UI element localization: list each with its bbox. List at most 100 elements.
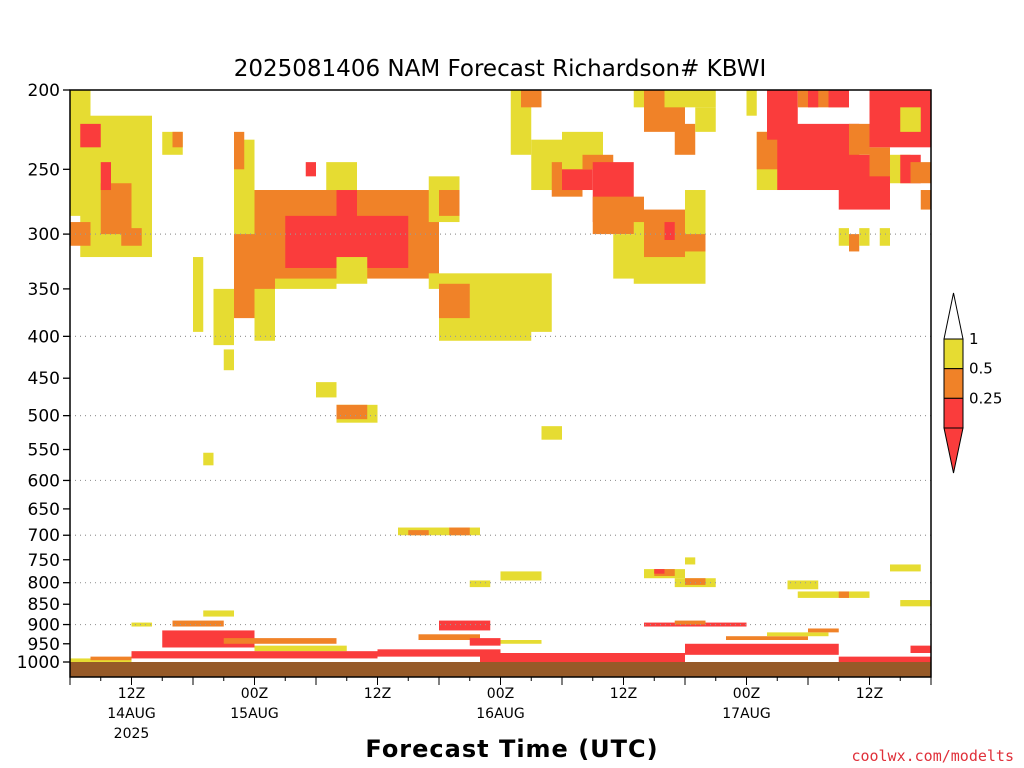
ri-cell-55 [808,90,819,108]
y-tick-label: 550 [28,441,60,461]
ri-cell-59 [869,147,890,177]
ri-cell-101 [469,638,501,646]
x-tick-label: 00Z [733,686,760,702]
ri-cell-82 [654,569,665,574]
ri-cell-16 [254,288,275,341]
ri-cell-48 [695,107,716,132]
ground-layer [70,662,931,677]
colorbar-under-arrow [943,427,964,474]
ri-cell-70 [316,382,337,398]
ri-cell-41 [664,222,675,240]
x-tick-label: 2025 [114,726,150,742]
colorbar: 1 0.5 0.25 [943,292,1002,474]
ri-cell-85 [685,557,696,565]
ri-cell-103 [500,640,542,644]
ri-cell-30 [521,90,542,108]
ri-cell-28 [480,273,552,332]
ri-cell-67 [849,234,860,252]
y-tick-label: 700 [28,526,60,546]
ri-cell-58 [849,123,870,155]
ri-cell-109 [808,628,839,633]
x-tick-label: 15AUG [230,706,279,722]
y-tick-label: 450 [28,369,60,389]
y-tick-label: 300 [28,225,60,245]
chart-title: 2025081406 NAM Forecast Richardson# KBWI [234,56,767,82]
ri-cell-69 [879,228,890,246]
ri-cell-68 [859,228,870,246]
x-tick-label: 16AUG [476,706,525,722]
y-tick-label: 850 [28,595,60,615]
ri-cell-89 [890,564,921,572]
ri-cell-63 [900,107,921,132]
ri-cell-97 [131,651,378,659]
x-tick-label: 17AUG [722,706,771,722]
ri-cell-113 [90,656,132,661]
ri-cell-92 [172,620,224,627]
y-axis: 200 250 300 350 400 450 500 550 600 650 700 750 8008… [17,81,70,673]
x-tick-label: 12Z [118,686,145,702]
x-tick-label: 00Z [241,686,268,702]
ri-cell-27 [439,283,470,319]
ri-cell-77 [449,527,470,536]
ri-cell-96 [254,645,347,652]
ri-cell-8 [172,131,183,148]
y-tick-label: 750 [28,551,60,571]
ri-cell-3 [100,183,132,235]
pressure-gridlines [70,233,931,626]
ri-cell-79 [500,571,542,581]
ri-cell-99 [418,634,480,641]
y-tick-label: 400 [28,327,60,347]
ri-cell-72 [336,404,368,420]
ri-cell-21 [326,162,357,191]
ri-cell-19 [336,190,357,223]
x-axis: 12Z 14AUG 2025 00Z 15AUG 12Z 00Z 16AUG 12Z 00Z 17A… [69,677,932,742]
ri-cell-47 [674,123,696,155]
y-tick-label: 900 [28,616,60,636]
y-tick-label: 200 [28,81,60,101]
ri-cell-20 [305,162,316,177]
ri-cell-88 [838,591,849,598]
ri-cell-66 [838,228,849,246]
ri-cell-106 [685,643,839,655]
ri-cell-4 [121,228,142,246]
ri-cell-5 [80,123,101,148]
ri-cell-43 [685,190,706,235]
y-tick-label: 500 [28,407,60,427]
ri-cell-46 [664,90,716,108]
ri-cell-78 [469,580,491,588]
ri-cell-56 [828,90,849,108]
ri-cell-49 [746,90,757,116]
ri-cell-107 [726,636,808,641]
ri-cell-86 [787,580,819,590]
ri-cell-76 [408,530,429,536]
credit-text: coolwx.com/modelts [851,747,1014,765]
ri-cell-90 [900,600,931,607]
y-tick-label: 350 [28,280,60,300]
ri-cell-93 [203,610,234,617]
x-tick-label: 12Z [610,686,637,702]
y-tick-label: 1000 [17,653,60,673]
ri-cell-102 [480,653,685,662]
colorbar-bin-1 [943,368,964,399]
y-tick-label: 950 [28,635,60,655]
ri-cell-100 [439,620,491,631]
colorbar-tick-label: 0.5 [969,360,993,378]
ri-cell-105 [674,620,706,625]
ri-cell-111 [910,645,931,654]
x-axis-label: Forecast Time (UTC) [365,735,658,763]
ri-cell-11 [223,349,234,371]
ri-cell-9 [193,257,204,332]
ri-cell-65 [920,190,931,210]
ri-cell-22 [336,257,368,284]
colorbar-tick-label: 0.25 [969,389,1002,407]
y-tick-label: 250 [28,160,60,180]
ri-cell-95 [223,638,337,644]
colorbar-bin-0 [943,338,964,370]
ri-cell-110 [838,656,931,662]
ri-cell-73 [541,426,562,440]
colorbar-bin-2 [943,397,964,429]
ri-cell-10 [213,288,234,346]
y-tick-label: 600 [28,471,60,491]
ri-cell-87 [797,591,870,598]
